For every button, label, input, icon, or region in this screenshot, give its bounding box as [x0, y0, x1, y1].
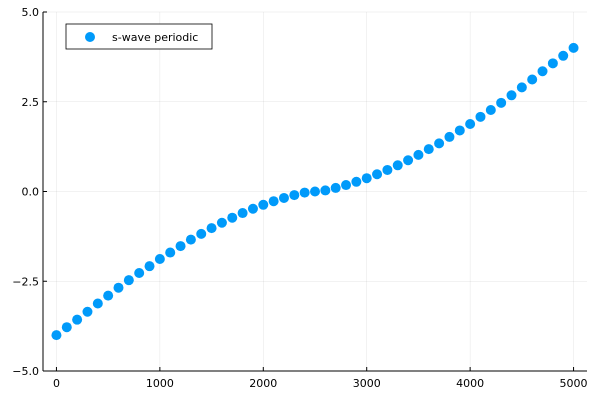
x-tick-label: 5000 — [560, 377, 588, 390]
data-point — [82, 306, 93, 317]
data-point — [403, 155, 414, 166]
x-tick-label: 3000 — [353, 377, 381, 390]
data-point — [330, 182, 341, 193]
data-point — [206, 223, 217, 234]
data-point — [372, 169, 383, 180]
data-point — [185, 234, 196, 245]
data-point — [547, 58, 558, 69]
data-point — [465, 119, 476, 130]
data-point — [268, 196, 279, 207]
data-point — [506, 90, 517, 101]
legend-label: s-wave periodic — [112, 31, 198, 44]
data-point — [320, 185, 331, 196]
data-point — [216, 217, 227, 228]
data-point — [516, 82, 527, 93]
data-point — [444, 131, 455, 142]
data-point — [382, 164, 393, 175]
data-point — [134, 267, 145, 278]
legend: s-wave periodic — [65, 23, 213, 50]
x-tick-label: 0 — [53, 377, 60, 390]
data-point — [123, 275, 134, 286]
data-points — [51, 42, 579, 341]
y-tick-label: 5.0 — [22, 6, 40, 19]
data-point — [361, 173, 372, 184]
data-point — [278, 192, 289, 203]
data-point — [61, 322, 72, 333]
x-tick-label: 1000 — [146, 377, 174, 390]
data-point — [175, 241, 186, 252]
data-point — [568, 42, 579, 53]
data-point — [351, 176, 362, 187]
data-point — [103, 290, 114, 301]
data-point — [144, 261, 155, 272]
data-point — [165, 247, 176, 258]
data-point — [247, 203, 258, 214]
data-point — [92, 298, 103, 309]
data-point — [475, 111, 486, 122]
data-point — [310, 186, 320, 197]
y-tick-label: −2.5 — [12, 275, 39, 288]
data-point — [392, 160, 403, 171]
data-point — [423, 144, 434, 155]
data-point — [289, 190, 300, 201]
data-point — [434, 138, 445, 149]
data-point — [51, 330, 62, 341]
data-point — [154, 253, 165, 264]
data-point — [72, 314, 83, 325]
data-point — [258, 199, 269, 210]
data-point — [227, 212, 238, 223]
x-tick-label: 2000 — [249, 377, 277, 390]
data-point — [558, 50, 569, 61]
data-point — [196, 228, 207, 239]
data-point — [537, 66, 548, 77]
y-tick-label: 0.0 — [22, 186, 40, 199]
data-point — [413, 149, 424, 160]
data-point — [341, 180, 352, 191]
data-point — [485, 105, 496, 116]
data-point — [113, 282, 124, 293]
data-point — [299, 187, 310, 198]
y-tick-label: 2.5 — [22, 96, 40, 109]
data-point — [454, 125, 465, 136]
data-point — [496, 97, 507, 108]
legend-marker — [85, 32, 95, 42]
data-point — [237, 208, 248, 219]
x-tick-label: 4000 — [456, 377, 484, 390]
y-tick-label: −5.0 — [12, 365, 39, 378]
data-point — [527, 74, 538, 85]
ticks: 0 1000 2000 3000 4000 5000 −5.0 −2.5 0.0 2.5 5.0 — [12, 6, 587, 390]
